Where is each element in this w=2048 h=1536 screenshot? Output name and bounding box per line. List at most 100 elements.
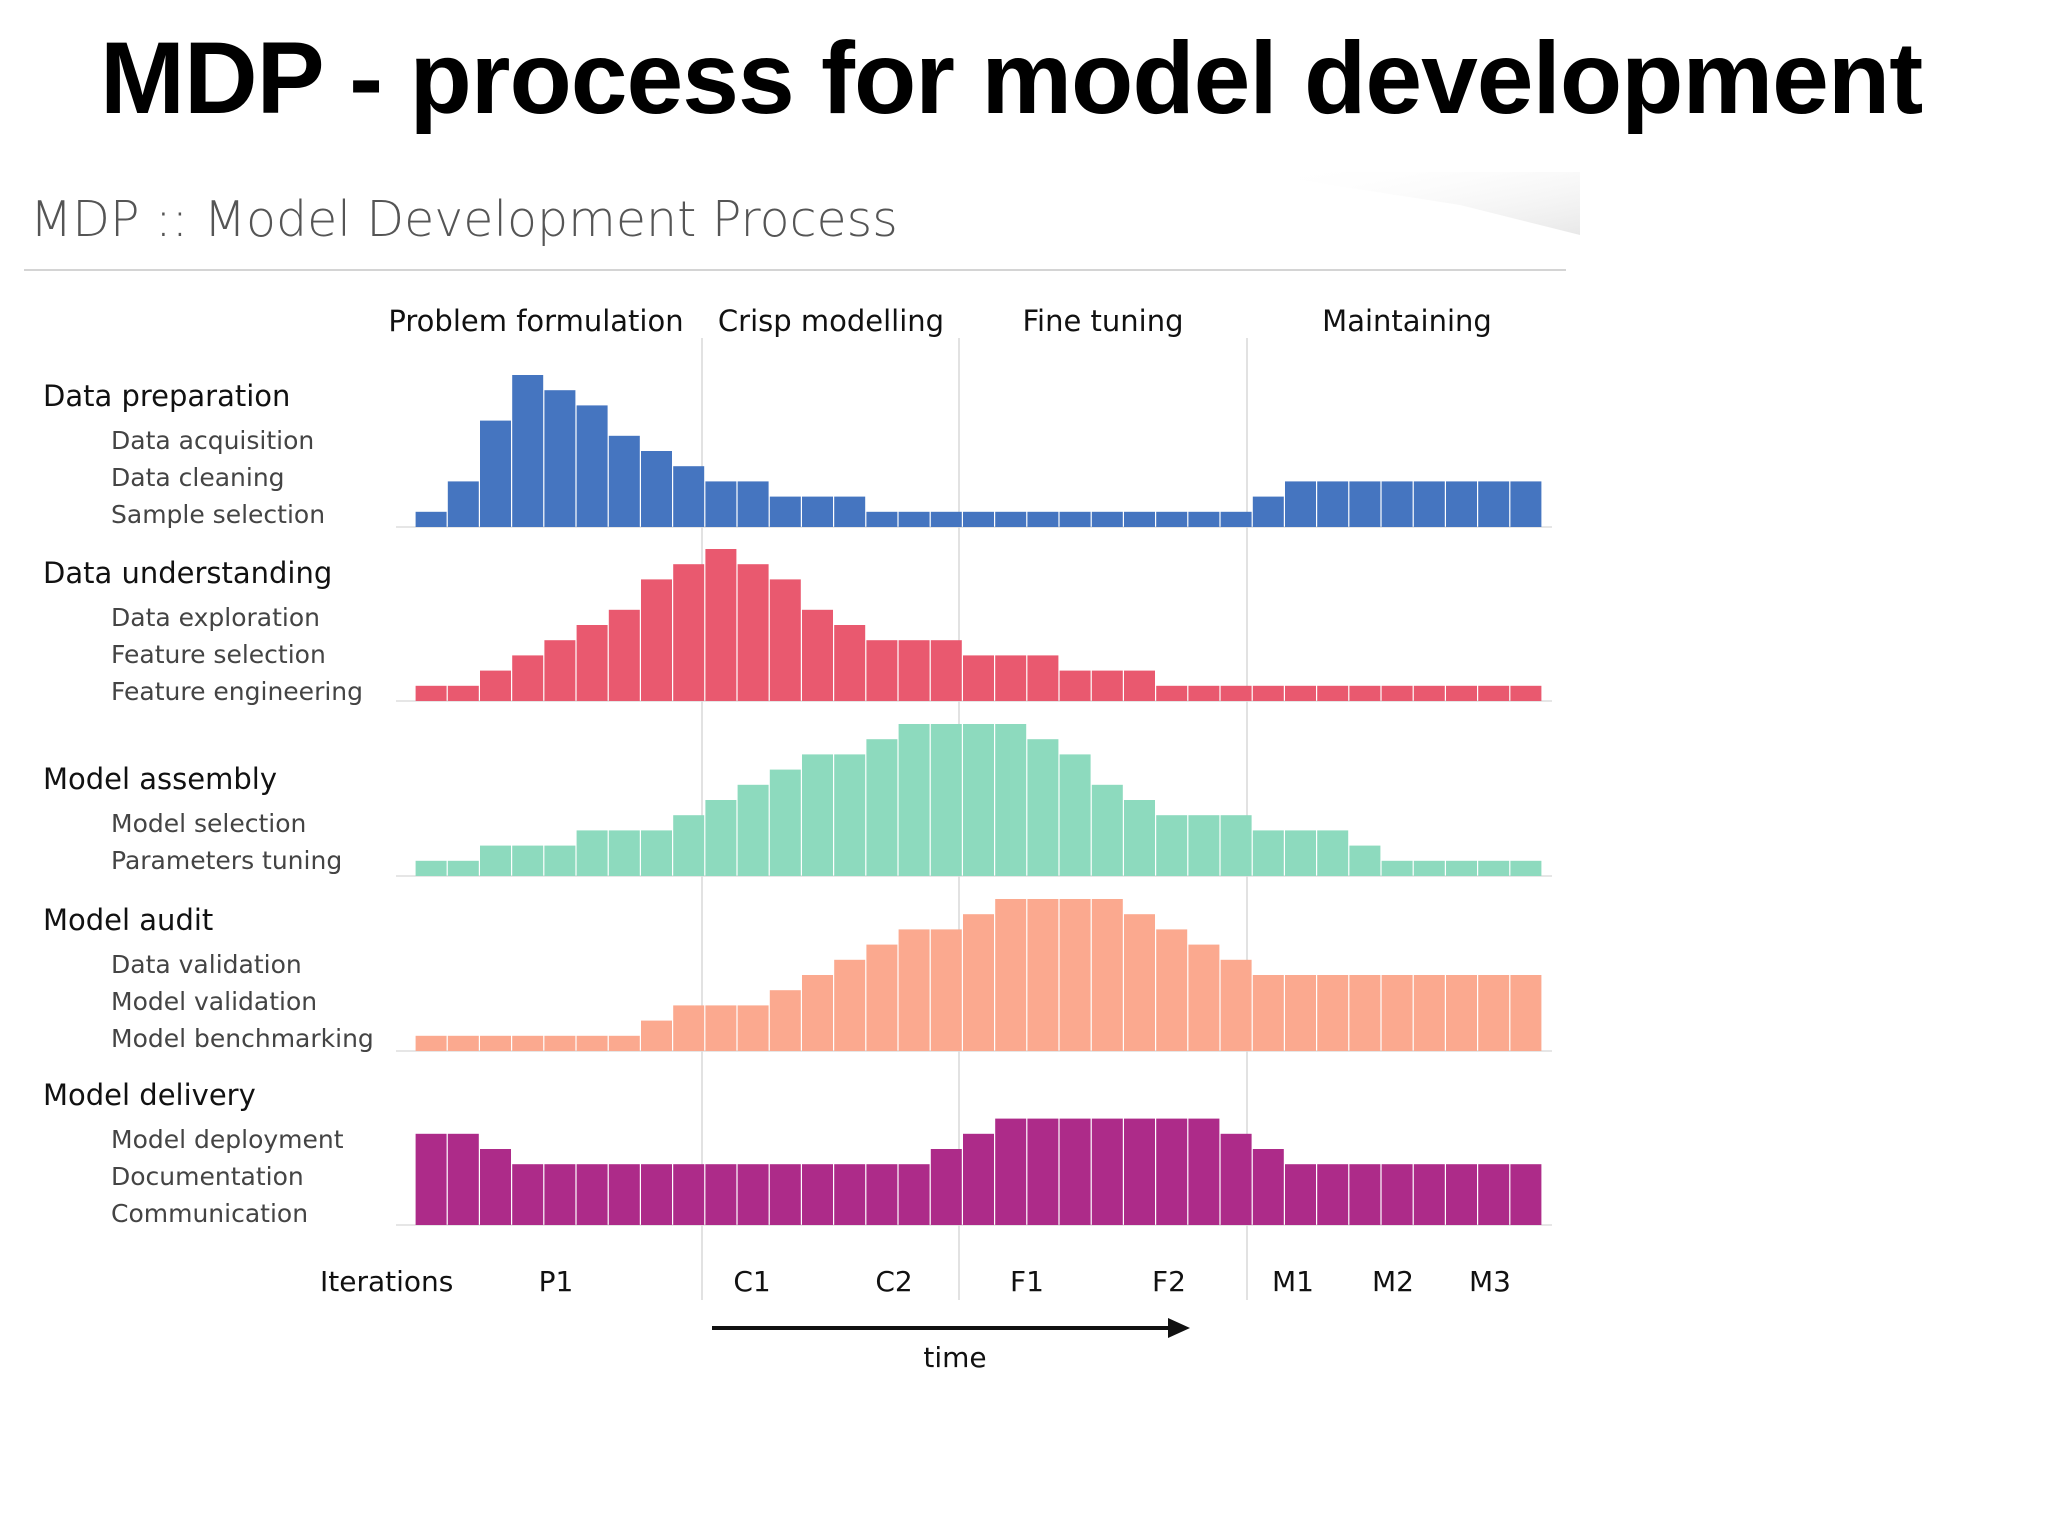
bar-model-assembly <box>1510 860 1542 876</box>
bar-model-audit <box>447 1035 479 1051</box>
bar-data-understanding <box>930 640 962 701</box>
corner-decoration <box>1260 172 1580 235</box>
figure-title: MDP :: Model Development Process <box>30 191 898 248</box>
bar-data-preparation <box>866 511 898 527</box>
bar-model-audit <box>898 929 930 1051</box>
bar-data-preparation <box>1349 481 1381 527</box>
bar-model-delivery <box>1027 1118 1059 1225</box>
bar-model-audit <box>1188 944 1220 1051</box>
bar-data-preparation <box>480 420 511 527</box>
group-sub-label: Model benchmarking <box>111 1024 374 1053</box>
bar-model-delivery <box>480 1149 511 1225</box>
bar-model-delivery <box>1510 1164 1542 1225</box>
bar-model-delivery <box>898 1164 930 1225</box>
bar-model-audit <box>1059 899 1091 1051</box>
group-sub-label: Feature engineering <box>111 677 363 706</box>
bar-data-understanding <box>1252 685 1284 701</box>
group-sub-label: Parameters tuning <box>111 846 342 875</box>
bar-data-preparation <box>1413 481 1445 527</box>
bar-data-preparation <box>544 390 576 527</box>
bar-model-assembly <box>1188 815 1220 876</box>
bar-model-delivery <box>1285 1164 1316 1225</box>
bar-model-assembly <box>1478 860 1510 876</box>
bar-model-audit <box>1124 914 1155 1051</box>
bar-data-preparation <box>576 405 608 527</box>
group-sub-label: Communication <box>111 1199 308 1228</box>
iteration-label: P1 <box>539 1265 574 1298</box>
bar-data-preparation <box>898 511 930 527</box>
iteration-label: C2 <box>875 1265 912 1298</box>
bar-data-preparation <box>769 496 801 527</box>
phase-labels: Problem formulation Crisp modelling Fine t… <box>388 304 1491 338</box>
bar-model-audit <box>480 1035 511 1051</box>
bar-data-understanding <box>641 579 672 701</box>
bar-model-delivery <box>1252 1149 1284 1225</box>
bar-model-delivery <box>963 1133 994 1225</box>
group-sub-label: Feature selection <box>111 640 326 669</box>
bar-data-understanding <box>673 564 705 701</box>
bar-model-assembly <box>963 724 994 876</box>
group-sub-label: Data cleaning <box>111 463 285 492</box>
bar-data-understanding <box>544 640 576 701</box>
bar-model-audit <box>995 899 1027 1051</box>
bar-model-audit <box>544 1035 576 1051</box>
phase-label: Fine tuning <box>1022 304 1183 338</box>
bar-model-delivery <box>447 1133 479 1225</box>
bar-model-audit <box>1285 975 1316 1051</box>
bar-model-assembly <box>769 769 801 876</box>
bar-model-audit <box>673 1005 705 1051</box>
bar-data-understanding <box>866 640 898 701</box>
bar-model-audit <box>1478 975 1510 1051</box>
bar-data-understanding <box>1188 685 1220 701</box>
bar-data-preparation <box>1188 511 1220 527</box>
bar-model-audit <box>512 1035 544 1051</box>
bar-model-assembly <box>544 845 576 876</box>
group-label: Model assembly <box>43 762 277 796</box>
bar-model-delivery <box>834 1164 866 1225</box>
bar-data-preparation <box>1027 511 1059 527</box>
iteration-label: M2 <box>1372 1265 1414 1298</box>
bar-data-preparation <box>930 511 962 527</box>
group-label: Data preparation <box>43 379 290 413</box>
iteration-labels: Iterations P1 C1 C2 F1 F2 M1 M2 M3 <box>320 1265 1511 1298</box>
group-sub-label: Sample selection <box>111 500 325 529</box>
bar-model-delivery <box>1124 1118 1155 1225</box>
bar-model-audit <box>737 1005 769 1051</box>
mdp-figure: MDP :: Model Development Process Problem… <box>0 160 1600 1400</box>
bar-model-delivery <box>608 1164 640 1225</box>
bar-model-delivery <box>576 1164 608 1225</box>
group-label: Model audit <box>43 903 213 937</box>
bar-model-audit <box>1446 975 1477 1051</box>
bar-data-preparation <box>1124 511 1155 527</box>
bar-model-audit <box>608 1035 640 1051</box>
group-sub-label: Data validation <box>111 950 302 979</box>
group-sub-label: Model selection <box>111 809 306 838</box>
bar-data-preparation <box>673 466 705 527</box>
bar-data-preparation <box>1285 481 1316 527</box>
bar-model-assembly <box>480 845 511 876</box>
iteration-label: M1 <box>1272 1265 1314 1298</box>
bar-data-understanding <box>1027 655 1059 701</box>
group-sub-label: Model deployment <box>111 1125 344 1154</box>
bar-data-understanding <box>447 685 479 701</box>
bar-data-understanding <box>963 655 994 701</box>
bar-model-assembly <box>576 830 608 876</box>
bar-data-understanding <box>834 625 866 701</box>
bar-data-understanding <box>995 655 1027 701</box>
bar-model-assembly <box>447 860 479 876</box>
bar-model-assembly <box>737 784 769 876</box>
bar-model-assembly <box>1220 815 1252 876</box>
bar-model-delivery <box>673 1164 705 1225</box>
bar-model-assembly <box>802 754 833 876</box>
mdp-chart: MDP :: Model Development Process Problem… <box>24 172 1580 1374</box>
bar-data-preparation <box>737 481 769 527</box>
bar-data-preparation <box>512 375 544 527</box>
bar-model-audit <box>866 944 898 1051</box>
bar-data-understanding <box>705 549 737 701</box>
bar-model-delivery <box>415 1133 447 1225</box>
bar-data-understanding <box>1059 670 1091 701</box>
bar-model-assembly <box>866 739 898 876</box>
bar-data-preparation <box>1220 511 1252 527</box>
bar-data-understanding <box>1091 670 1123 701</box>
bar-model-delivery <box>1413 1164 1445 1225</box>
